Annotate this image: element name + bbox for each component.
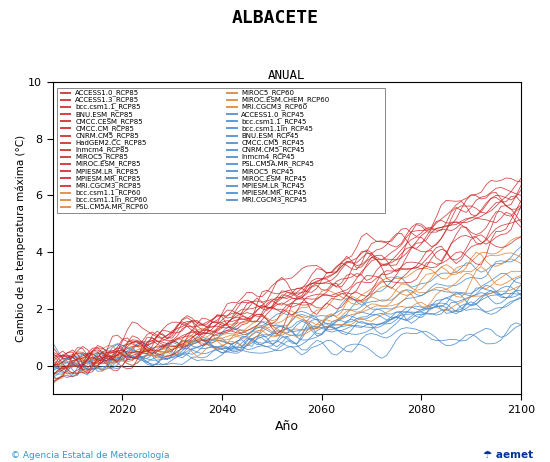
Text: MIROC5_RCP60: MIROC5_RCP60 bbox=[241, 89, 294, 96]
Text: CMCC.CM5_RCP45: CMCC.CM5_RCP45 bbox=[241, 140, 305, 146]
Text: bcc.csm1.1in_RCP60: bcc.csm1.1in_RCP60 bbox=[75, 196, 147, 203]
Text: MIROC.ESM_RCP85: MIROC.ESM_RCP85 bbox=[75, 161, 141, 168]
FancyBboxPatch shape bbox=[57, 88, 385, 213]
Text: CMCC.CM_RCP85: CMCC.CM_RCP85 bbox=[75, 125, 134, 132]
Text: BNU.ESM_RCP45: BNU.ESM_RCP45 bbox=[241, 132, 299, 139]
Y-axis label: Cambio de la temperatura máxima (°C): Cambio de la temperatura máxima (°C) bbox=[15, 134, 25, 341]
Text: MPIESM.MR_RCP45: MPIESM.MR_RCP45 bbox=[241, 189, 307, 196]
Text: © Agencia Estatal de Meteorología: © Agencia Estatal de Meteorología bbox=[11, 451, 169, 460]
Text: MPIESM.LR_RCP45: MPIESM.LR_RCP45 bbox=[241, 182, 305, 189]
Text: bcc.csm1.1in_RCP45: bcc.csm1.1in_RCP45 bbox=[241, 125, 313, 132]
Text: CNRM.CM5_RCP85: CNRM.CM5_RCP85 bbox=[75, 132, 139, 139]
Text: bcc.csm1.1_RCP85: bcc.csm1.1_RCP85 bbox=[75, 103, 141, 110]
Text: PSL.CM5A.MR_RCP60: PSL.CM5A.MR_RCP60 bbox=[75, 204, 148, 210]
Text: MIROC5_RCP85: MIROC5_RCP85 bbox=[75, 153, 128, 160]
Text: CMCC.CESM_RCP85: CMCC.CESM_RCP85 bbox=[75, 118, 143, 125]
Text: ACCESS1.3_RCP85: ACCESS1.3_RCP85 bbox=[75, 97, 139, 103]
Text: MPIESM.LR_RCP85: MPIESM.LR_RCP85 bbox=[75, 168, 139, 175]
Title: ANUAL: ANUAL bbox=[268, 69, 306, 82]
Text: MRI.CGCM3_RCP60: MRI.CGCM3_RCP60 bbox=[241, 103, 307, 110]
Text: ALBACETE: ALBACETE bbox=[232, 9, 318, 27]
Text: MPIESM.MR_RCP85: MPIESM.MR_RCP85 bbox=[75, 175, 141, 182]
Text: PSL.CM5A.MR_RCP45: PSL.CM5A.MR_RCP45 bbox=[241, 161, 314, 168]
Text: MRI.CGCM3_RCP85: MRI.CGCM3_RCP85 bbox=[75, 182, 141, 189]
Text: ACCESS1.0_RCP85: ACCESS1.0_RCP85 bbox=[75, 89, 139, 96]
Text: BNU.ESM_RCP85: BNU.ESM_RCP85 bbox=[75, 111, 133, 117]
Text: Inmcm4_RCP85: Inmcm4_RCP85 bbox=[75, 146, 129, 153]
Text: MIROC.ESM.CHEM_RCP60: MIROC.ESM.CHEM_RCP60 bbox=[241, 97, 329, 103]
Text: ☂ aemet: ☂ aemet bbox=[483, 450, 534, 460]
Text: HadGEM2.CC_RCP85: HadGEM2.CC_RCP85 bbox=[75, 140, 146, 146]
Text: MIROC.ESM_RCP45: MIROC.ESM_RCP45 bbox=[241, 175, 307, 182]
Text: MIROC5_RCP45: MIROC5_RCP45 bbox=[241, 168, 294, 175]
Text: CNRM.CM5_RCP45: CNRM.CM5_RCP45 bbox=[241, 146, 305, 153]
Text: MRI.CGCM3_RCP45: MRI.CGCM3_RCP45 bbox=[241, 196, 307, 203]
X-axis label: Año: Año bbox=[275, 420, 299, 433]
Text: Inmcm4_RCP45: Inmcm4_RCP45 bbox=[241, 153, 295, 160]
Text: bcc.csm1.1_RCP45: bcc.csm1.1_RCP45 bbox=[241, 118, 307, 125]
Text: bcc.csm1.1_RCP60: bcc.csm1.1_RCP60 bbox=[75, 189, 141, 196]
Text: ACCESS1.0_RCP45: ACCESS1.0_RCP45 bbox=[241, 111, 305, 117]
